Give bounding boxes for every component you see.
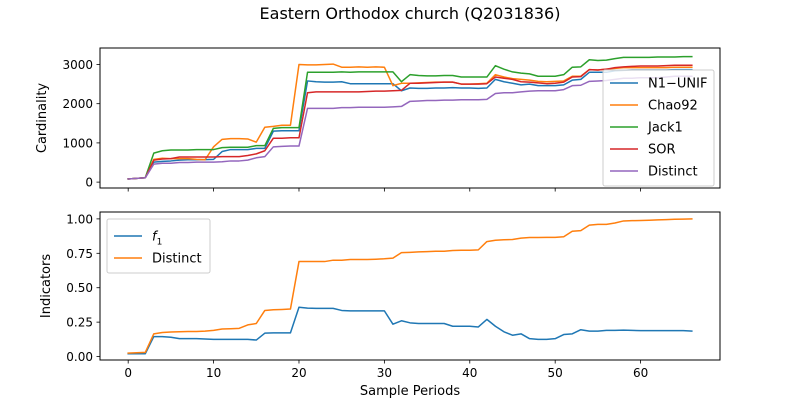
cardinality-y-tick-label: 1000 [62, 136, 93, 150]
cardinality-y-tick-label: 2000 [62, 97, 93, 111]
cardinality-series-distinct-line [127, 75, 693, 180]
cardinality-y-tick-label: 0 [85, 176, 93, 190]
x-tick-label: 20 [291, 366, 306, 380]
indicators-legend: f1 Distinct [106, 218, 211, 274]
indicators-series-distinct-line [127, 218, 693, 354]
indicators-y-tick-label: 0.75 [66, 247, 93, 261]
x-tick-label: 10 [206, 366, 221, 380]
indicators-y-tick-label: 0.50 [66, 281, 93, 295]
indicators-ticks: 0 10 20 30 40 50 60 0.00 0.25 0.50 0.75 1.00 [66, 212, 648, 380]
indicators-y-tick-label: 0.25 [66, 316, 93, 330]
cardinality-series-jack1-line [127, 55, 693, 180]
x-tick-label: 50 [548, 366, 563, 380]
indicators-y-tick-label: 1.00 [66, 212, 93, 226]
cardinality-series-n1-unif-line [127, 68, 693, 180]
x-tick-label: 0 [124, 366, 132, 380]
indicators-subplot: 0 10 20 30 40 50 60 0.00 0.25 0.50 0.75 1.00 Indica… [39, 211, 721, 399]
cardinality-series-sor-line [127, 64, 693, 180]
indicators-series-f1-line [127, 306, 693, 355]
x-tick-label: 30 [377, 366, 392, 380]
legend-label-jack1: Jack1 [647, 121, 683, 136]
cardinality-ticks: 0 1000 2000 3000 [62, 58, 641, 192]
legend-label-sor: SOR [648, 143, 676, 158]
legend-label-n1-unif: N1−UNIF [648, 77, 707, 92]
indicators-y-axis-label: Indicators [39, 254, 54, 318]
x-tick-label: 40 [462, 366, 477, 380]
cardinality-y-axis-label: Cardinality [35, 83, 50, 154]
legend-label-f1: f1 [152, 230, 162, 248]
cardinality-legend-box [602, 69, 715, 187]
indicators-series-group [127, 218, 693, 355]
figure-title: Eastern Orthodox church (Q2031836) [260, 4, 561, 23]
cardinality-y-tick-label: 3000 [62, 58, 93, 72]
cardinality-subplot: 0 1000 2000 3000 Cardinality N1−UNIF Chao92 J… [35, 47, 721, 192]
x-tick-label: 60 [633, 366, 648, 380]
cardinality-axes-frame [99, 47, 721, 189]
x-axis-label: Sample Periods [360, 384, 460, 399]
legend-label-distinct: Distinct [152, 252, 202, 267]
legend-label-chao92: Chao92 [648, 99, 698, 114]
cardinality-series-group [127, 55, 693, 180]
indicators-legend-box [106, 218, 211, 274]
indicators-y-tick-label: 0.00 [66, 350, 93, 364]
legend-label-distinct: Distinct [648, 165, 698, 180]
indicators-axes-frame [99, 211, 721, 361]
cardinality-legend: N1−UNIF Chao92 Jack1 SOR Distinct [602, 69, 715, 187]
